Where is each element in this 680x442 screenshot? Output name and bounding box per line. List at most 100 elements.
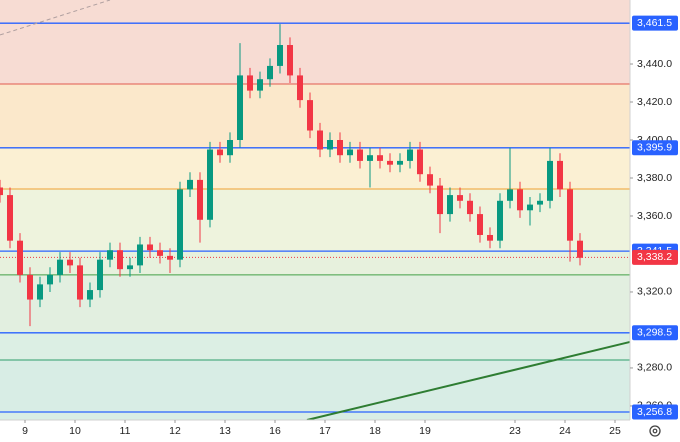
candle-body	[217, 149, 223, 156]
candle-body	[227, 140, 233, 156]
candle-body	[107, 250, 113, 260]
y-tick-label: 3,380.0	[637, 172, 672, 184]
plot-area	[0, 0, 631, 421]
candle-body	[157, 250, 163, 256]
candle-body	[87, 290, 93, 300]
x-tick-label: 10	[69, 425, 81, 437]
candle-body	[437, 185, 443, 215]
candle-body	[427, 174, 433, 186]
candle-body	[317, 130, 323, 150]
x-tick-label: 11	[120, 425, 131, 437]
candle-body	[0, 187, 3, 196]
candle-body	[177, 189, 183, 260]
settings-icon[interactable]	[649, 425, 661, 437]
candle-body	[337, 140, 343, 156]
candle-body	[207, 149, 213, 220]
level-band	[0, 251, 630, 275]
level-band	[0, 23, 630, 84]
level-band	[0, 83, 630, 148]
candle-body	[127, 265, 133, 270]
candle-body	[487, 234, 493, 241]
candle-body	[287, 45, 293, 76]
candle-body	[137, 244, 143, 266]
level-label: 3,461.5	[637, 17, 672, 29]
candle-body	[67, 259, 73, 266]
candle-body	[117, 250, 123, 270]
time-axis	[0, 420, 680, 442]
candle-body	[457, 195, 463, 201]
candle-body	[497, 200, 503, 241]
candle-body	[507, 189, 513, 201]
candle-body	[37, 284, 43, 300]
y-tick-label: 3,320.0	[637, 286, 672, 298]
candle-body	[237, 75, 243, 140]
level-label: 3,256.8	[637, 406, 672, 418]
level-band	[0, 332, 630, 360]
x-tick-label: 23	[509, 425, 521, 437]
candle-body	[567, 189, 573, 241]
candle-body	[387, 160, 393, 165]
trendline	[0, 0, 111, 36]
x-tick-label: 25	[609, 425, 621, 437]
candle-body	[307, 100, 313, 131]
settings-icon[interactable]	[652, 428, 658, 434]
y-tick-label: 3,420.0	[637, 96, 672, 108]
current-price-label: 3,338.2	[637, 251, 672, 263]
candle-body	[407, 149, 413, 161]
candle-body	[97, 259, 103, 291]
candle-body	[27, 274, 33, 300]
candle-body	[557, 160, 563, 190]
settings-button[interactable]	[649, 425, 661, 437]
level-band	[0, 359, 630, 420]
candle-body	[517, 189, 523, 211]
x-tick-label: 12	[169, 425, 181, 437]
candle-body	[7, 195, 13, 241]
level-band	[0, 189, 630, 252]
candle-body	[467, 200, 473, 215]
candle-body	[477, 214, 483, 235]
level-badge	[632, 404, 678, 420]
x-tick-label: 17	[319, 425, 331, 437]
candle-body	[147, 244, 153, 251]
candle-body	[547, 160, 553, 201]
x-tick-label: 19	[419, 425, 431, 437]
x-tick-label: 16	[269, 425, 281, 437]
x-tick-label: 24	[559, 425, 571, 437]
candle-body	[57, 259, 63, 275]
y-tick-label: 3,440.0	[637, 58, 672, 70]
candle-body	[377, 155, 383, 161]
candle-body	[577, 240, 583, 258]
candle-body	[247, 75, 253, 91]
level-label: 3,395.9	[637, 142, 672, 154]
candle-body	[257, 79, 263, 91]
candle-body	[357, 149, 363, 161]
candle-body	[367, 155, 373, 161]
level-badge	[632, 15, 678, 31]
candle-body	[267, 65, 273, 80]
candle-body	[167, 255, 173, 260]
level-band	[0, 412, 630, 420]
candle-body	[277, 45, 283, 66]
candle-body	[17, 240, 23, 275]
level-band	[0, 147, 630, 190]
level-badge	[632, 325, 678, 341]
current-price-badge	[632, 249, 678, 265]
level-band	[0, 0, 630, 24]
candle-body	[417, 149, 423, 175]
y-tick-label: 3,280.0	[637, 362, 672, 374]
candle-body	[527, 204, 533, 211]
candle-body	[297, 75, 303, 101]
x-tick-label: 9	[22, 425, 28, 437]
level-label: 3,298.5	[637, 327, 672, 339]
x-tick-label: 18	[369, 425, 381, 437]
trendline	[306, 340, 631, 421]
y-tick-label: 3,360.0	[637, 210, 672, 222]
candle-body	[537, 200, 543, 205]
candle-body	[187, 179, 193, 190]
candle-body	[197, 179, 203, 220]
candle-body	[327, 140, 333, 150]
candle-body	[347, 149, 353, 156]
level-band	[0, 274, 630, 333]
candle-body	[77, 265, 83, 300]
